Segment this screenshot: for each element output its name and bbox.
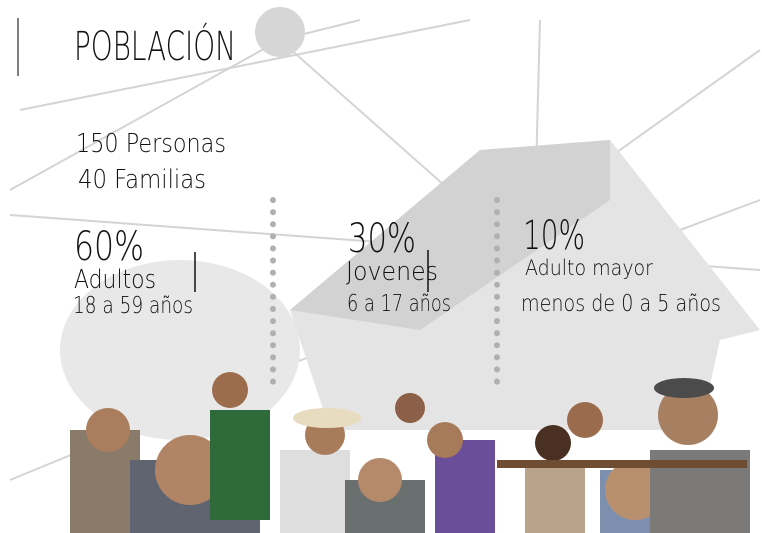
slide: POBLACIÓN 150 Personas 40 Familias 60% A… [0, 0, 762, 533]
percent: 10% [523, 213, 585, 259]
group-label: Adulto mayor [525, 256, 653, 280]
summary-families: 40 Familias [78, 165, 206, 195]
group-range: 6 a 17 años [347, 291, 451, 317]
summary-people: 150 Personas [76, 129, 226, 159]
percent: 30% [348, 216, 416, 262]
title: POBLACIÓN [74, 22, 236, 70]
percent: 60% [74, 224, 144, 270]
group-label: Jovenes [346, 257, 438, 287]
group-label: Adultos [74, 265, 156, 295]
group-range: 18 a 59 años [73, 293, 193, 319]
group-range: menos de 0 a 5 años [521, 291, 721, 317]
decor-circle [255, 7, 305, 57]
